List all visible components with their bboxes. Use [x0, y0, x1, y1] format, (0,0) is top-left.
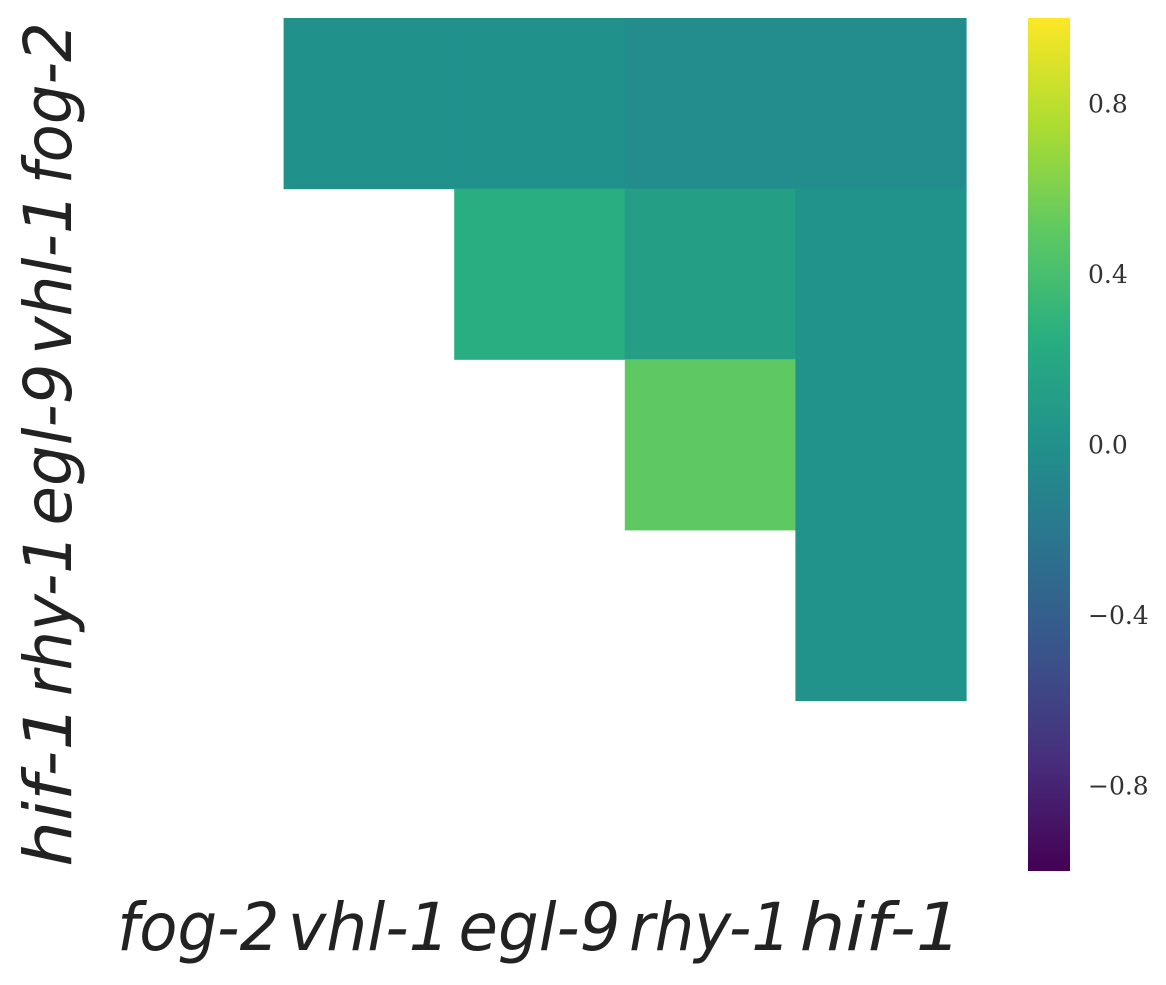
- y-tick-label-rhy-1: rhy-1: [10, 534, 87, 696]
- x-tick-label-fog-2: fog-2: [117, 889, 279, 966]
- heatmap-cell-vhl-1-egl-9: [454, 188, 626, 360]
- heatmap-cell-vhl-1-rhy-1: [624, 188, 796, 360]
- x-tick-label-rhy-1: rhy-1: [629, 889, 791, 966]
- heatmap-cell-vhl-1-hif-1: [795, 188, 967, 360]
- colorbar-tick-label: 0.8: [1088, 89, 1128, 118]
- x-axis-labels: fog-2 vhl-1 egl-9 rhy-1 hif-1: [117, 889, 961, 966]
- colorbar-ticks: 0.8 0.4 0.0 −0.4 −0.8: [1088, 89, 1149, 800]
- y-axis-labels: fog-2 vhl-1 egl-9 rhy-1 hif-1: [10, 22, 87, 866]
- heatmap-cell-egl-9-rhy-1: [624, 359, 796, 531]
- heatmap-cell-egl-9-hif-1: [795, 359, 967, 531]
- colorbar-tick-label: 0.4: [1088, 260, 1128, 289]
- heatmap-cell-fog-2-vhl-1: [283, 18, 455, 190]
- y-tick-label-vhl-1: vhl-1: [10, 193, 87, 355]
- colorbar-tick-label: −0.4: [1088, 601, 1149, 630]
- colorbar-tick-label: −0.8: [1088, 772, 1149, 801]
- heatmap-cell-rhy-1-hif-1: [795, 529, 967, 701]
- x-tick-label-egl-9: egl-9: [459, 889, 621, 966]
- heatmap-cells: [283, 18, 967, 701]
- y-tick-label-fog-2: fog-2: [10, 22, 87, 184]
- x-tick-label-hif-1: hif-1: [800, 889, 962, 966]
- x-tick-label-vhl-1: vhl-1: [288, 889, 450, 966]
- colorbar: [1028, 18, 1070, 871]
- heatmap-cell-fog-2-hif-1: [795, 18, 967, 190]
- y-tick-label-egl-9: egl-9: [10, 364, 87, 526]
- y-tick-label-hif-1: hif-1: [10, 705, 87, 867]
- colorbar-tick-label: 0.0: [1088, 431, 1128, 460]
- heatmap-cell-fog-2-rhy-1: [624, 18, 796, 190]
- heatmap-cell-fog-2-egl-9: [454, 18, 626, 190]
